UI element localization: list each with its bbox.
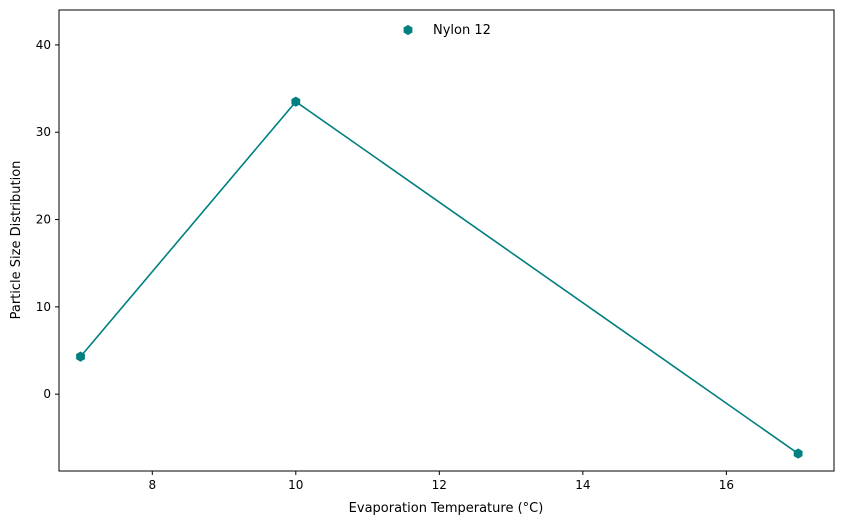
data-point-marker bbox=[76, 351, 85, 362]
x-tick-label: 12 bbox=[432, 478, 447, 492]
legend-label: Nylon 12 bbox=[433, 23, 491, 38]
y-tick-label: 20 bbox=[36, 213, 51, 227]
series-layer bbox=[76, 96, 803, 459]
y-tick-label: 30 bbox=[36, 125, 51, 139]
x-axis-label: Evaporation Temperature (°C) bbox=[349, 501, 544, 516]
x-tick-label: 16 bbox=[719, 478, 734, 492]
x-axis-ticks: 8 10 12 14 16 bbox=[148, 471, 734, 492]
legend: Nylon 12 bbox=[403, 23, 491, 38]
data-point-marker bbox=[793, 448, 803, 459]
data-point-marker bbox=[291, 96, 301, 107]
y-axis-ticks: 0 10 20 30 40 bbox=[36, 38, 59, 401]
plot-area bbox=[58, 9, 835, 472]
legend-marker bbox=[403, 24, 413, 36]
x-tick-label: 8 bbox=[148, 478, 156, 492]
y-tick-label: 10 bbox=[36, 300, 51, 314]
y-axis-label: Particle Size Distribution bbox=[9, 161, 24, 320]
y-tick-label: 40 bbox=[36, 38, 51, 52]
x-tick-label: 14 bbox=[575, 478, 590, 492]
x-tick-label: 10 bbox=[288, 478, 303, 492]
y-tick-label: 0 bbox=[43, 387, 51, 401]
